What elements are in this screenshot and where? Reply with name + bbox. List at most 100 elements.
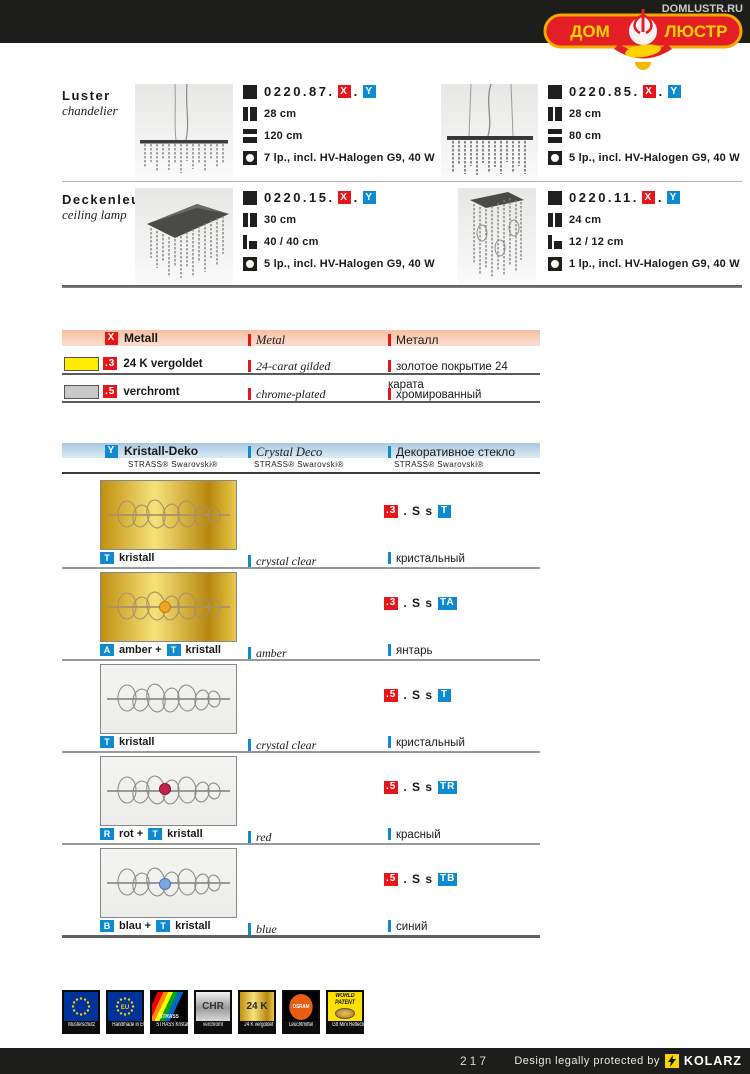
product-photo-0220-11 bbox=[458, 188, 536, 283]
lamps-value: 7 lp., incl. HV-Halogen G9, 40 W bbox=[264, 151, 435, 164]
article-icon bbox=[548, 190, 562, 205]
label-de: B blau + T kristall bbox=[100, 920, 211, 932]
deco-variant-badge: Y bbox=[667, 85, 681, 98]
cert-world-patent: WORLD PATENT G9 Mini Reflector bbox=[326, 990, 367, 1034]
cert-strass: STRASS STRASS Kristall bbox=[150, 990, 189, 1034]
world-patent-icon: WORLD PATENT bbox=[328, 992, 362, 1021]
metal-row-chrome: .5 verchromt chrome-plated хромированный bbox=[62, 384, 540, 401]
metal-variant-badge: X bbox=[641, 191, 655, 204]
section-divider bbox=[62, 285, 742, 288]
width-value: 40 / 40 cm bbox=[264, 235, 319, 248]
metal-row-gold: .3 24 K vergoldet 24-carat gilded золото… bbox=[62, 356, 540, 391]
metal-table-header: X Metall Metal Металл bbox=[62, 330, 540, 347]
logo-word-left: ДОМ bbox=[570, 22, 610, 41]
height-value: 28 cm bbox=[569, 107, 602, 120]
width-value: 80 cm bbox=[569, 129, 602, 142]
finish-code-badge: .3 bbox=[103, 357, 118, 370]
header-en: Metal bbox=[256, 333, 286, 347]
label-en: crystal clear bbox=[248, 552, 316, 570]
domlustr-logo[interactable]: DOMLUSTR.RU ДОМ ЛЮСТР bbox=[543, 2, 748, 72]
metal-variant-badge: X bbox=[642, 85, 656, 98]
width-icon bbox=[243, 128, 257, 143]
crystal-sample-image bbox=[100, 756, 237, 826]
article-icon bbox=[548, 84, 562, 99]
finish-code-badge: .5 bbox=[103, 385, 118, 398]
page-number: 217 bbox=[460, 1054, 490, 1068]
header-de: Kristall-Deko bbox=[124, 444, 199, 458]
chandelier-icon bbox=[614, 9, 672, 70]
chrome-icon: CHR bbox=[196, 992, 230, 1021]
bulb-icon bbox=[548, 256, 562, 271]
cert-gold: 24 K 24 K vergoldet bbox=[238, 990, 276, 1034]
height-value: 30 cm bbox=[264, 213, 297, 226]
specs-0220-15: 0220.15. X . Y 30 cm 40 / 40 cm 5 lp., i… bbox=[243, 190, 435, 271]
cert-handmade-eu: EU Handmade in EU bbox=[106, 990, 147, 1034]
certification-icons: Musterschutz EU Handmade in EU STRASS ST… bbox=[62, 990, 367, 1034]
deco-variant-badge: Y bbox=[362, 85, 376, 98]
footer-bar bbox=[0, 1048, 750, 1074]
crystal-row-blue: .5 . S s TB B blau + T kristall blue син… bbox=[62, 846, 540, 938]
bulb-icon bbox=[243, 256, 257, 271]
height-value: 24 cm bbox=[569, 213, 602, 226]
crystal-sample-image bbox=[100, 480, 237, 550]
label-de: T kristall bbox=[100, 736, 154, 748]
height-icon bbox=[548, 212, 562, 227]
gold-swatch bbox=[64, 357, 99, 371]
crystal-sample-image bbox=[100, 664, 237, 734]
crystal-sample-image bbox=[100, 848, 237, 918]
eu-flag-icon: EU bbox=[108, 992, 142, 1021]
group-title-en: chandelier bbox=[62, 103, 118, 118]
label-ru: янтарь bbox=[388, 644, 433, 657]
strass-prism-icon: STRASS bbox=[152, 992, 186, 1021]
label-ru: кристальный bbox=[388, 736, 465, 749]
crystal-deco-table: Y Kristall-Deko Crystal Deco Декоративно… bbox=[62, 443, 540, 941]
gold-icon: 24 K bbox=[240, 992, 274, 1021]
article-code: 0220.85. X . Y bbox=[569, 84, 681, 99]
label-en: amber bbox=[248, 644, 287, 662]
width-icon bbox=[548, 128, 562, 143]
metal-variant-badge: X bbox=[337, 85, 351, 98]
bulb-icon bbox=[243, 150, 257, 165]
label-de: T kristall bbox=[100, 552, 154, 564]
crystal-row-clear-chrome: .5 . S s T T kristall crystal clear крис… bbox=[62, 662, 540, 754]
header-ru: Металл bbox=[396, 333, 439, 347]
lamps-value: 5 lp., incl. HV-Halogen G9, 40 W bbox=[264, 257, 435, 270]
label-en: crystal clear bbox=[248, 736, 316, 754]
metal-key-badge: X bbox=[105, 331, 118, 345]
metal-variant-badge: X bbox=[337, 191, 351, 204]
strass-note: STRASS® Swarovski® bbox=[394, 460, 484, 469]
cert-musterschutz: Musterschutz bbox=[62, 990, 100, 1034]
cert-chrome: CHR verchromt bbox=[194, 990, 232, 1034]
crystal-row-red: .5 . S s TR R rot + T kristall red красн… bbox=[62, 754, 540, 846]
label-ru: кристальный bbox=[388, 552, 465, 565]
header-en: Crystal Deco bbox=[256, 445, 323, 459]
bulb-icon bbox=[548, 150, 562, 165]
svg-text:EU: EU bbox=[121, 1005, 129, 1011]
article-icon bbox=[243, 84, 257, 99]
specs-0220-11: 0220.11. X . Y 24 cm 12 / 12 cm 1 lp., i… bbox=[548, 190, 740, 271]
article-code: 0220.11. X . Y bbox=[569, 190, 681, 205]
crystal-row-clear-gold: .3 . S s T T kristall crystal clear крис… bbox=[62, 478, 540, 570]
height-value: 28 cm bbox=[264, 107, 297, 120]
article-code: 0220.15. X . Y bbox=[264, 190, 376, 205]
strass-note: STRASS® Swarovski® bbox=[254, 460, 344, 469]
label-de: R rot + T kristall bbox=[100, 828, 203, 840]
site-url: DOMLUSTR.RU bbox=[662, 3, 743, 15]
header-de: Metall bbox=[124, 331, 159, 345]
dimensions-icon bbox=[548, 234, 562, 249]
width-value: 120 cm bbox=[264, 129, 303, 142]
header-ru: Декоративное стекло bbox=[396, 445, 516, 459]
metal-finish-table: X Metall Metal Металл .3 24 K vergoldet … bbox=[62, 330, 540, 406]
variant-code: .5 . S s TB bbox=[384, 872, 458, 886]
variant-code: .3 . S s T bbox=[384, 504, 452, 518]
specs-0220-85: 0220.85. X . Y 28 cm 80 cm 5 lp., incl. … bbox=[548, 84, 740, 165]
eu-flag-icon bbox=[64, 992, 98, 1021]
article-icon bbox=[243, 190, 257, 205]
dimensions-icon bbox=[243, 234, 257, 249]
product-photo-0220-87 bbox=[135, 84, 233, 178]
height-icon bbox=[243, 212, 257, 227]
width-value: 12 / 12 cm bbox=[569, 235, 624, 248]
deco-variant-badge: Y bbox=[667, 191, 681, 204]
lamps-value: 1 lp., incl. HV-Halogen G9, 40 W bbox=[569, 257, 740, 270]
